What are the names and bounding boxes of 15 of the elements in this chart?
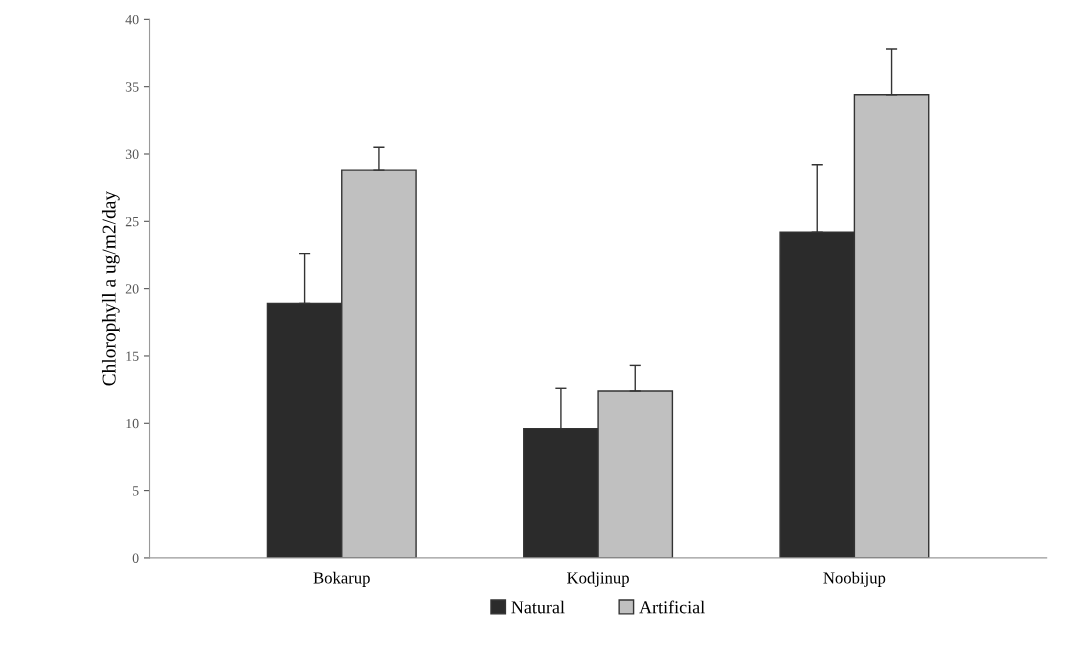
y-tick-label: 40 — [125, 14, 139, 25]
y-tick-label: 30 — [125, 149, 139, 159]
y-tick-label: 5 — [132, 486, 139, 496]
x-tick-label: Noobijup — [823, 571, 886, 587]
legend-label: Artificial — [639, 600, 705, 614]
y-tick-label: 25 — [125, 216, 139, 227]
y-axis-title: Chlorophyll a ug/m2/day — [101, 190, 120, 386]
y-tick-label: 35 — [125, 82, 139, 92]
x-tick-label: Kodjinup — [567, 571, 629, 587]
legend-label: Natural — [511, 600, 565, 614]
y-tick-label: 0 — [132, 553, 139, 563]
y-tick-label: 15 — [126, 351, 139, 361]
y-tick-label: 10 — [126, 418, 139, 429]
y-tick-label: 20 — [125, 284, 139, 294]
x-tick-label: Bokarup — [313, 571, 370, 587]
